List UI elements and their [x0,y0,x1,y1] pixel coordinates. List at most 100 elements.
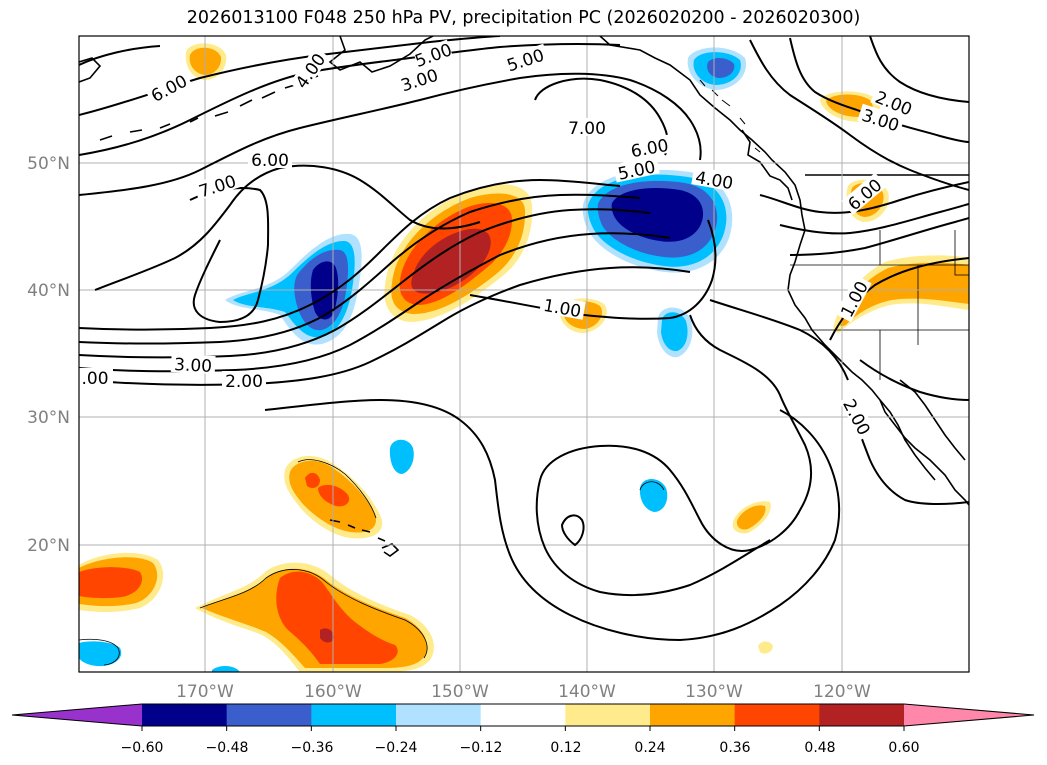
us-state-borders [790,230,969,380]
colorbar: −0.60 −0.48 −0.36 −0.24 −0.12 0.12 0.24 … [11,703,1035,756]
precip-outline-contour [639,481,665,491]
colorbar-tick-label: −0.12 [460,740,503,756]
gulf-of-alaska-coast [599,36,806,231]
colorbar-tick-label: −0.36 [291,740,334,756]
pv-contour [560,514,585,547]
colorbar-cell [142,704,228,726]
pv-contour [779,203,969,235]
lat-label: 20°N [27,536,70,556]
bc-coastline [741,129,793,201]
lon-label: 170°W [176,682,234,702]
us-west-coast [787,229,969,506]
precip-negative-area [389,439,414,474]
colorbar-tick-label: 0.60 [888,740,919,756]
lon-labels: 170°W 160°W 150°W 140°W 130°W 120°W [176,682,871,702]
colorbar-tick-label: 0.24 [634,740,665,756]
colorbar-tick-label: −0.60 [121,740,164,756]
contour-label: 7.00 [568,119,606,139]
map-area: 6.00 7.00 6.00 5.00 4.00 3.00 5.00 7.00 … [79,36,969,672]
colorbar-extend-max [904,704,1034,726]
precip-positive-area [839,262,969,326]
precip-negative-area [639,479,668,512]
lat-label: 30°N [27,408,70,428]
contour-label: 7.00 [197,172,239,203]
contour-label: 2.00 [225,372,263,392]
pv-contour [79,178,621,331]
precip-outline [79,459,665,666]
pv-contour [79,208,651,359]
colorbar-tick-labels: −0.60 −0.48 −0.36 −0.24 −0.12 0.12 0.24 … [121,740,920,756]
colorbar-tick-label: 0.48 [804,740,835,756]
colorbar-tick-label: −0.48 [206,740,249,756]
aleutian-islands [99,75,319,141]
precip-positive-area [736,505,766,530]
colorbar-tick-label: −0.24 [375,740,418,756]
precip-positive-area [276,571,398,664]
pv-contour [535,479,771,597]
precip-negative-area [661,312,688,352]
colorbar-cell [226,704,312,726]
lon-label: 130°W [685,682,743,702]
precip-negative-area [611,187,704,242]
contour-label: .00 [81,369,108,389]
colorbar-cell [819,704,905,726]
colorbar-ticks [141,726,905,731]
colorbar-extend-min [12,704,142,726]
map-title: 2026013100 F048 250 hPa PV, precipitatio… [186,8,861,28]
lon-label: 160°W [304,682,362,702]
contour-label: 6.00 [251,151,289,171]
baja-california [879,379,966,481]
pv-contour [79,266,691,386]
lat-label: 50°N [27,154,70,174]
pv-contour [469,219,717,320]
lon-label: 150°W [431,682,489,702]
precip-negative-area [212,666,240,672]
colorbar-tick-label: 0.12 [550,740,581,756]
pv-contours [79,36,969,642]
colorbar-cell [650,704,736,726]
precip-shading [79,43,969,672]
pv-contour [709,299,849,381]
pv-contour [79,45,161,66]
precip-positive-area [305,472,350,507]
alaska-coastline [79,57,102,83]
colorbar-cell [480,704,566,726]
lon-label: 120°W [813,682,871,702]
pv-contour [189,187,270,324]
pv-contour [539,314,812,552]
map-frame [78,35,970,673]
lat-label: 40°N [27,281,70,301]
contour-label: 5.00 [505,46,547,77]
colorbar-cell [396,704,482,726]
pv-contour [759,181,969,214]
colorbar-tick-label: 0.36 [719,740,750,756]
colorbar-cell [734,704,820,726]
precip-outline-contour [79,638,120,666]
precip-outline-contour [297,459,377,519]
lat-labels: 50°N 40°N 30°N 20°N [27,154,70,556]
pv-contour [264,398,841,642]
gridlines [79,36,969,672]
precip-positive-area [758,641,773,654]
colorbar-cell [565,704,651,726]
precip-positive-area [320,628,334,643]
colorbar-cell [311,704,397,726]
pv-contour [79,193,641,345]
pv-contour [859,359,969,401]
bc-islands [699,79,761,153]
pv-contour [79,42,621,156]
colorbar-cells [11,703,1035,727]
alaska-peninsula [328,36,434,73]
contour-label: 3.00 [174,355,213,377]
lon-label: 140°W [558,682,616,702]
pv-contour [829,257,969,341]
pv-contour [79,72,702,196]
hawaiian-islands [329,519,400,557]
pv-contour [789,217,969,256]
precip-outline-contour [199,569,428,659]
pv-contour [869,36,969,103]
precip-positive-area [79,567,142,599]
precip-positive-area [411,228,491,294]
pv-contour [749,39,969,191]
